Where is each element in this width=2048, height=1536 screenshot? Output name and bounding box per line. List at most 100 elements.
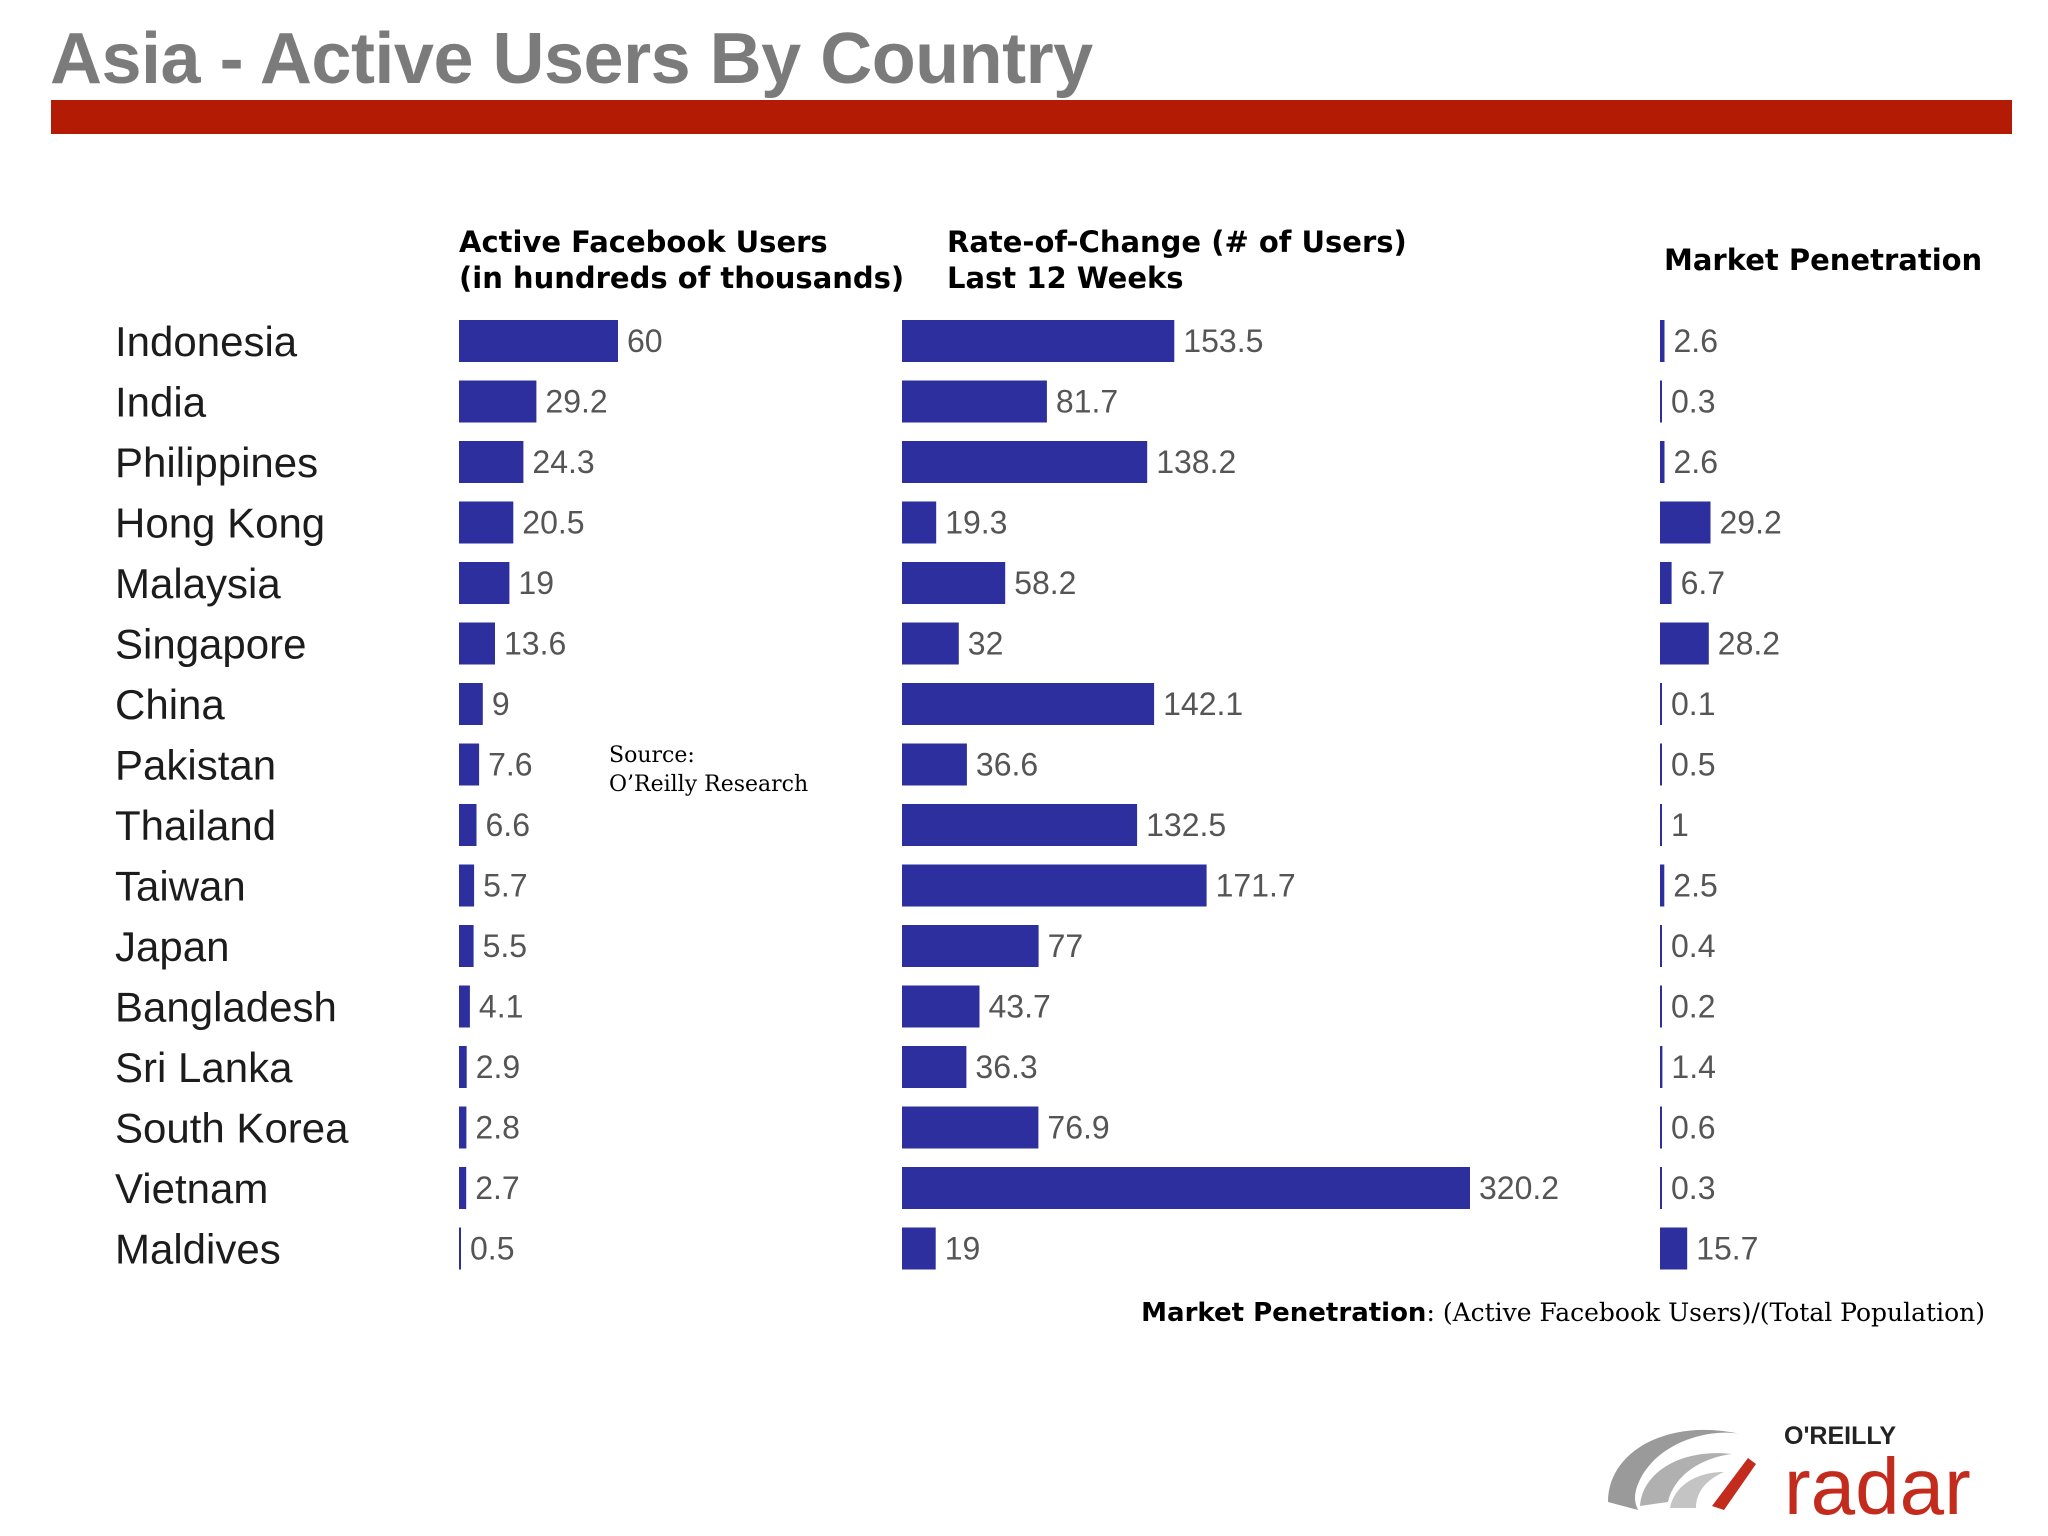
users-value-thailand: 6.6 <box>486 807 530 843</box>
title-rule <box>51 100 2012 134</box>
rate-value-south-korea: 76.9 <box>1047 1110 1109 1146</box>
country-label-hong-kong: Hong Kong <box>115 500 325 547</box>
penetration-bar-south-korea <box>1660 1106 1662 1149</box>
penetration-value-indonesia: 2.6 <box>1674 323 1718 359</box>
country-label-sri-lanka: Sri Lanka <box>115 1044 293 1091</box>
logo-product-text: radar <box>1784 1442 1971 1522</box>
users-bar-south-korea <box>459 1106 467 1149</box>
users-bar-japan <box>459 925 474 967</box>
users-value-maldives: 0.5 <box>470 1231 514 1267</box>
rate-bar-philippines <box>902 441 1148 483</box>
penetration-bar-singapore <box>1660 622 1709 665</box>
rate-bar-pakistan <box>902 743 967 786</box>
rate-value-philippines: 138.2 <box>1156 444 1236 480</box>
penetration-value-maldives: 15.7 <box>1696 1231 1758 1267</box>
users-value-indonesia: 60 <box>627 323 663 359</box>
active-users-header-line2: (in hundreds of thousands) <box>459 261 905 295</box>
rate-value-singapore: 32 <box>968 626 1004 662</box>
users-value-sri-lanka: 2.9 <box>476 1049 520 1085</box>
rate-value-taiwan: 171.7 <box>1216 868 1296 904</box>
footnote-definition: : (Active Facebook Users)/(Total Populat… <box>1426 1298 1985 1327</box>
market-penetration-header-line1: Market Penetration <box>1664 243 1983 277</box>
rate-bar-malaysia <box>902 562 1006 604</box>
penetration-bar-indonesia <box>1660 320 1665 362</box>
country-label-maldives: Maldives <box>115 1226 281 1273</box>
users-value-china: 9 <box>492 686 510 722</box>
rate-bar-vietnam <box>902 1167 1470 1209</box>
radar-swirl-icon <box>1608 1429 1756 1510</box>
penetration-value-india: 0.3 <box>1671 384 1715 420</box>
country-label-indonesia: Indonesia <box>115 318 298 365</box>
users-value-india: 29.2 <box>545 384 607 420</box>
penetration-bar-thailand <box>1660 804 1662 846</box>
penetration-value-japan: 0.4 <box>1671 928 1715 964</box>
users-value-malaysia: 19 <box>518 565 554 601</box>
rate-value-china: 142.1 <box>1163 686 1243 722</box>
rate-bar-bangladesh <box>902 985 980 1028</box>
rate-value-bangladesh: 43.7 <box>989 989 1051 1025</box>
rate-value-indonesia: 153.5 <box>1183 323 1263 359</box>
country-label-india: India <box>115 379 207 426</box>
source-name: O’Reilly Research <box>609 772 809 797</box>
users-bar-pakistan <box>459 743 480 786</box>
rate-of-change-column-header: Rate-of-Change (# of Users) Last 12 Week… <box>947 224 1407 296</box>
country-label-philippines: Philippines <box>115 439 318 486</box>
penetration-bar-vietnam <box>1660 1167 1662 1209</box>
users-value-philippines: 24.3 <box>532 444 594 480</box>
country-label-malaysia: Malaysia <box>115 560 281 607</box>
rate-bar-hong-kong <box>902 501 937 544</box>
rate-value-malaysia: 58.2 <box>1014 565 1076 601</box>
country-label-singapore: Singapore <box>115 621 306 668</box>
penetration-value-pakistan: 0.5 <box>1671 747 1715 783</box>
rate-value-maldives: 19 <box>945 1231 981 1267</box>
penetration-bar-philippines <box>1660 441 1665 483</box>
users-value-taiwan: 5.7 <box>483 868 527 904</box>
rate-value-india: 81.7 <box>1056 384 1118 420</box>
users-value-japan: 5.5 <box>483 928 527 964</box>
users-bar-hong-kong <box>459 501 514 544</box>
rate-of-change-header-line2: Last 12 Weeks <box>947 261 1184 295</box>
penetration-value-philippines: 2.6 <box>1674 444 1718 480</box>
country-label-thailand: Thailand <box>115 802 276 849</box>
country-label-japan: Japan <box>115 923 229 970</box>
footnote-term: Market Penetration <box>1141 1298 1427 1328</box>
rate-bar-sri-lanka <box>902 1046 967 1088</box>
users-value-pakistan: 7.6 <box>488 747 532 783</box>
penetration-bar-china <box>1660 683 1662 725</box>
oreilly-radar-logo: O'REILLY radar <box>1608 1422 1971 1522</box>
penetration-bar-pakistan <box>1660 743 1662 786</box>
users-value-south-korea: 2.8 <box>475 1110 519 1146</box>
rate-bar-china <box>902 683 1155 725</box>
rate-bar-maldives <box>902 1227 936 1270</box>
rate-bar-indonesia <box>902 320 1175 362</box>
penetration-value-sri-lanka: 1.4 <box>1671 1049 1715 1085</box>
penetration-value-vietnam: 0.3 <box>1671 1170 1715 1206</box>
penetration-value-malaysia: 6.7 <box>1681 565 1725 601</box>
penetration-bar-sri-lanka <box>1660 1046 1663 1088</box>
penetration-bar-malaysia <box>1660 562 1672 604</box>
users-bar-singapore <box>459 622 495 665</box>
source-note: Source: O’Reilly Research <box>609 741 808 799</box>
country-label-taiwan: Taiwan <box>115 863 246 910</box>
rate-value-vietnam: 320.2 <box>1479 1170 1559 1206</box>
rate-bar-thailand <box>902 804 1138 846</box>
logo-brand-text: O'REILLY <box>1784 1422 1896 1450</box>
rate-bar-japan <box>902 925 1039 967</box>
penetration-value-singapore: 28.2 <box>1718 626 1780 662</box>
rate-value-japan: 77 <box>1048 928 1084 964</box>
market-penetration-column-header: Market Penetration <box>1664 242 1982 278</box>
rate-value-sri-lanka: 36.3 <box>975 1049 1037 1085</box>
penetration-value-bangladesh: 0.2 <box>1671 989 1715 1025</box>
rate-bar-taiwan <box>902 864 1207 907</box>
penetration-bar-bangladesh <box>1660 985 1662 1028</box>
penetration-value-china: 0.1 <box>1671 686 1715 722</box>
country-label-bangladesh: Bangladesh <box>115 984 337 1031</box>
country-label-vietnam: Vietnam <box>115 1165 268 1212</box>
country-label-china: China <box>115 681 225 728</box>
users-value-bangladesh: 4.1 <box>479 989 523 1025</box>
users-bar-taiwan <box>459 864 475 907</box>
penetration-bar-hong-kong <box>1660 501 1711 544</box>
users-bar-maldives <box>459 1227 461 1270</box>
users-bar-india <box>459 380 537 423</box>
country-label-pakistan: Pakistan <box>115 742 276 789</box>
